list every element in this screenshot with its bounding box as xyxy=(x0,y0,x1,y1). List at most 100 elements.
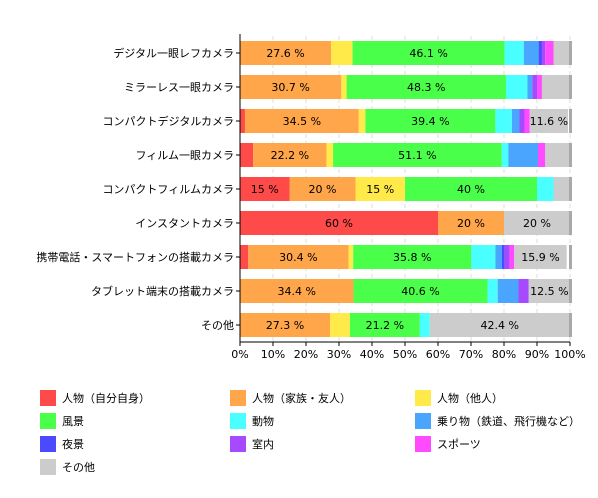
bar-segment xyxy=(504,41,524,65)
x-tick-label: 40% xyxy=(360,348,384,361)
legend-item: 夜景 xyxy=(40,436,84,452)
bar-segment xyxy=(487,279,498,303)
x-tick-label: 30% xyxy=(327,348,351,361)
bar-segment xyxy=(524,109,530,133)
bar-end-shadow xyxy=(569,279,572,303)
bar-segment xyxy=(240,245,249,269)
data-label: 40.6 % xyxy=(401,285,439,298)
legend-label: 夜景 xyxy=(62,438,84,451)
bar-segment xyxy=(365,109,496,133)
legend-item: スポーツ xyxy=(415,436,481,452)
bar-segment xyxy=(289,177,356,201)
bar-segment xyxy=(352,41,505,65)
bar-segment xyxy=(349,313,420,337)
data-label: 30.7 % xyxy=(271,81,309,94)
bar-segment xyxy=(501,143,509,167)
bar-segment xyxy=(502,245,505,269)
data-label: 20 % xyxy=(309,183,337,196)
bar-end-shadow xyxy=(569,177,572,201)
legend-item: 室内 xyxy=(230,436,274,452)
bar-segment xyxy=(509,245,515,269)
bar-segment xyxy=(248,245,349,269)
legend-swatch xyxy=(40,459,56,475)
bar-segment xyxy=(514,245,567,269)
bar-segment xyxy=(331,41,353,65)
chart-legend: 人物（自分自身） 人物（家族・友人） 人物（他人） 風景 動物 乗り物（鉄道、飛行機など）… xyxy=(40,390,598,490)
bar-segment xyxy=(348,245,354,269)
bar-segment xyxy=(545,143,570,167)
legend-label: その他 xyxy=(62,461,95,474)
x-tick-label: 50% xyxy=(393,348,417,361)
legend-item: 人物（自分自身） xyxy=(40,390,150,406)
bar-segment xyxy=(419,313,430,337)
bar-segment xyxy=(341,75,347,99)
data-label: 15.9 % xyxy=(521,251,559,264)
legend-swatch xyxy=(40,390,56,406)
bar-segment xyxy=(240,75,342,99)
legend-swatch xyxy=(415,390,431,406)
bar-segment xyxy=(358,109,366,133)
y-category-label: タブレット端末の搭載カメラ xyxy=(91,284,234,298)
legend-item: 風景 xyxy=(40,413,84,429)
data-label: 34.4 % xyxy=(278,285,316,298)
data-label: 21.2 % xyxy=(366,319,404,332)
x-tick-label: 100% xyxy=(554,348,585,361)
data-label: 48.3 % xyxy=(407,81,445,94)
legend-label: 室内 xyxy=(252,438,274,451)
legend-swatch xyxy=(230,436,246,452)
bar-segment xyxy=(438,211,504,235)
bar-segment xyxy=(511,109,520,133)
bar-segment xyxy=(240,41,332,65)
bar-end-shadow xyxy=(569,41,572,65)
data-label: 46.1 % xyxy=(409,47,447,60)
legend-swatch xyxy=(415,436,431,452)
bar-segment xyxy=(537,177,554,201)
y-category-label: その他 xyxy=(201,319,234,332)
bar-segment xyxy=(537,75,542,99)
legend-item: 乗り物（鉄道、飛行機など） xyxy=(415,413,580,429)
legend-label: 動物 xyxy=(252,415,274,428)
bar-segment xyxy=(405,177,537,201)
x-tick-label: 0% xyxy=(231,348,248,361)
legend-swatch xyxy=(40,436,56,452)
bar-segment xyxy=(240,109,245,133)
bar-segment xyxy=(240,177,290,201)
bar-segment xyxy=(538,41,542,65)
bar-segment xyxy=(240,143,254,167)
y-category-label: コンパクトデジタルカメラ xyxy=(103,114,234,128)
bar-segment xyxy=(353,279,488,303)
y-category-label: コンパクトフィルムカメラ xyxy=(102,183,234,196)
bar-segment xyxy=(532,75,538,99)
bar-segment xyxy=(240,211,438,235)
bar-segment xyxy=(523,41,539,65)
bar-segment xyxy=(518,279,529,303)
bar-segment xyxy=(504,211,570,235)
bar-segment xyxy=(471,245,496,269)
legend-item: 人物（他人） xyxy=(415,390,503,406)
bar-segment xyxy=(495,109,512,133)
legend-swatch xyxy=(415,413,431,429)
data-label: 39.4 % xyxy=(411,115,449,128)
bar-segment xyxy=(528,279,570,303)
x-tick-label: 90% xyxy=(525,348,549,361)
bar-segment xyxy=(497,279,519,303)
bar-segment xyxy=(244,109,359,133)
data-label: 42.4 % xyxy=(480,319,518,332)
legend-label: 人物（他人） xyxy=(437,392,503,405)
x-tick-label: 10% xyxy=(261,348,285,361)
legend-label: スポーツ xyxy=(437,438,481,451)
data-label: 11.6 % xyxy=(530,115,568,128)
bar-segment xyxy=(326,143,334,167)
data-label: 30.4 % xyxy=(279,251,317,264)
bar-segment xyxy=(240,279,354,303)
data-label: 34.5 % xyxy=(283,115,321,128)
bar-segment xyxy=(527,75,533,99)
bar-segment xyxy=(541,75,570,99)
bar-segment xyxy=(353,245,472,269)
legend-item: 動物 xyxy=(230,413,274,429)
legend-item: その他 xyxy=(40,459,95,475)
bar-segment xyxy=(553,41,570,65)
data-label: 27.3 % xyxy=(266,319,304,332)
legend-label: 人物（家族・友人） xyxy=(252,392,351,405)
data-label: 60 % xyxy=(325,217,353,230)
